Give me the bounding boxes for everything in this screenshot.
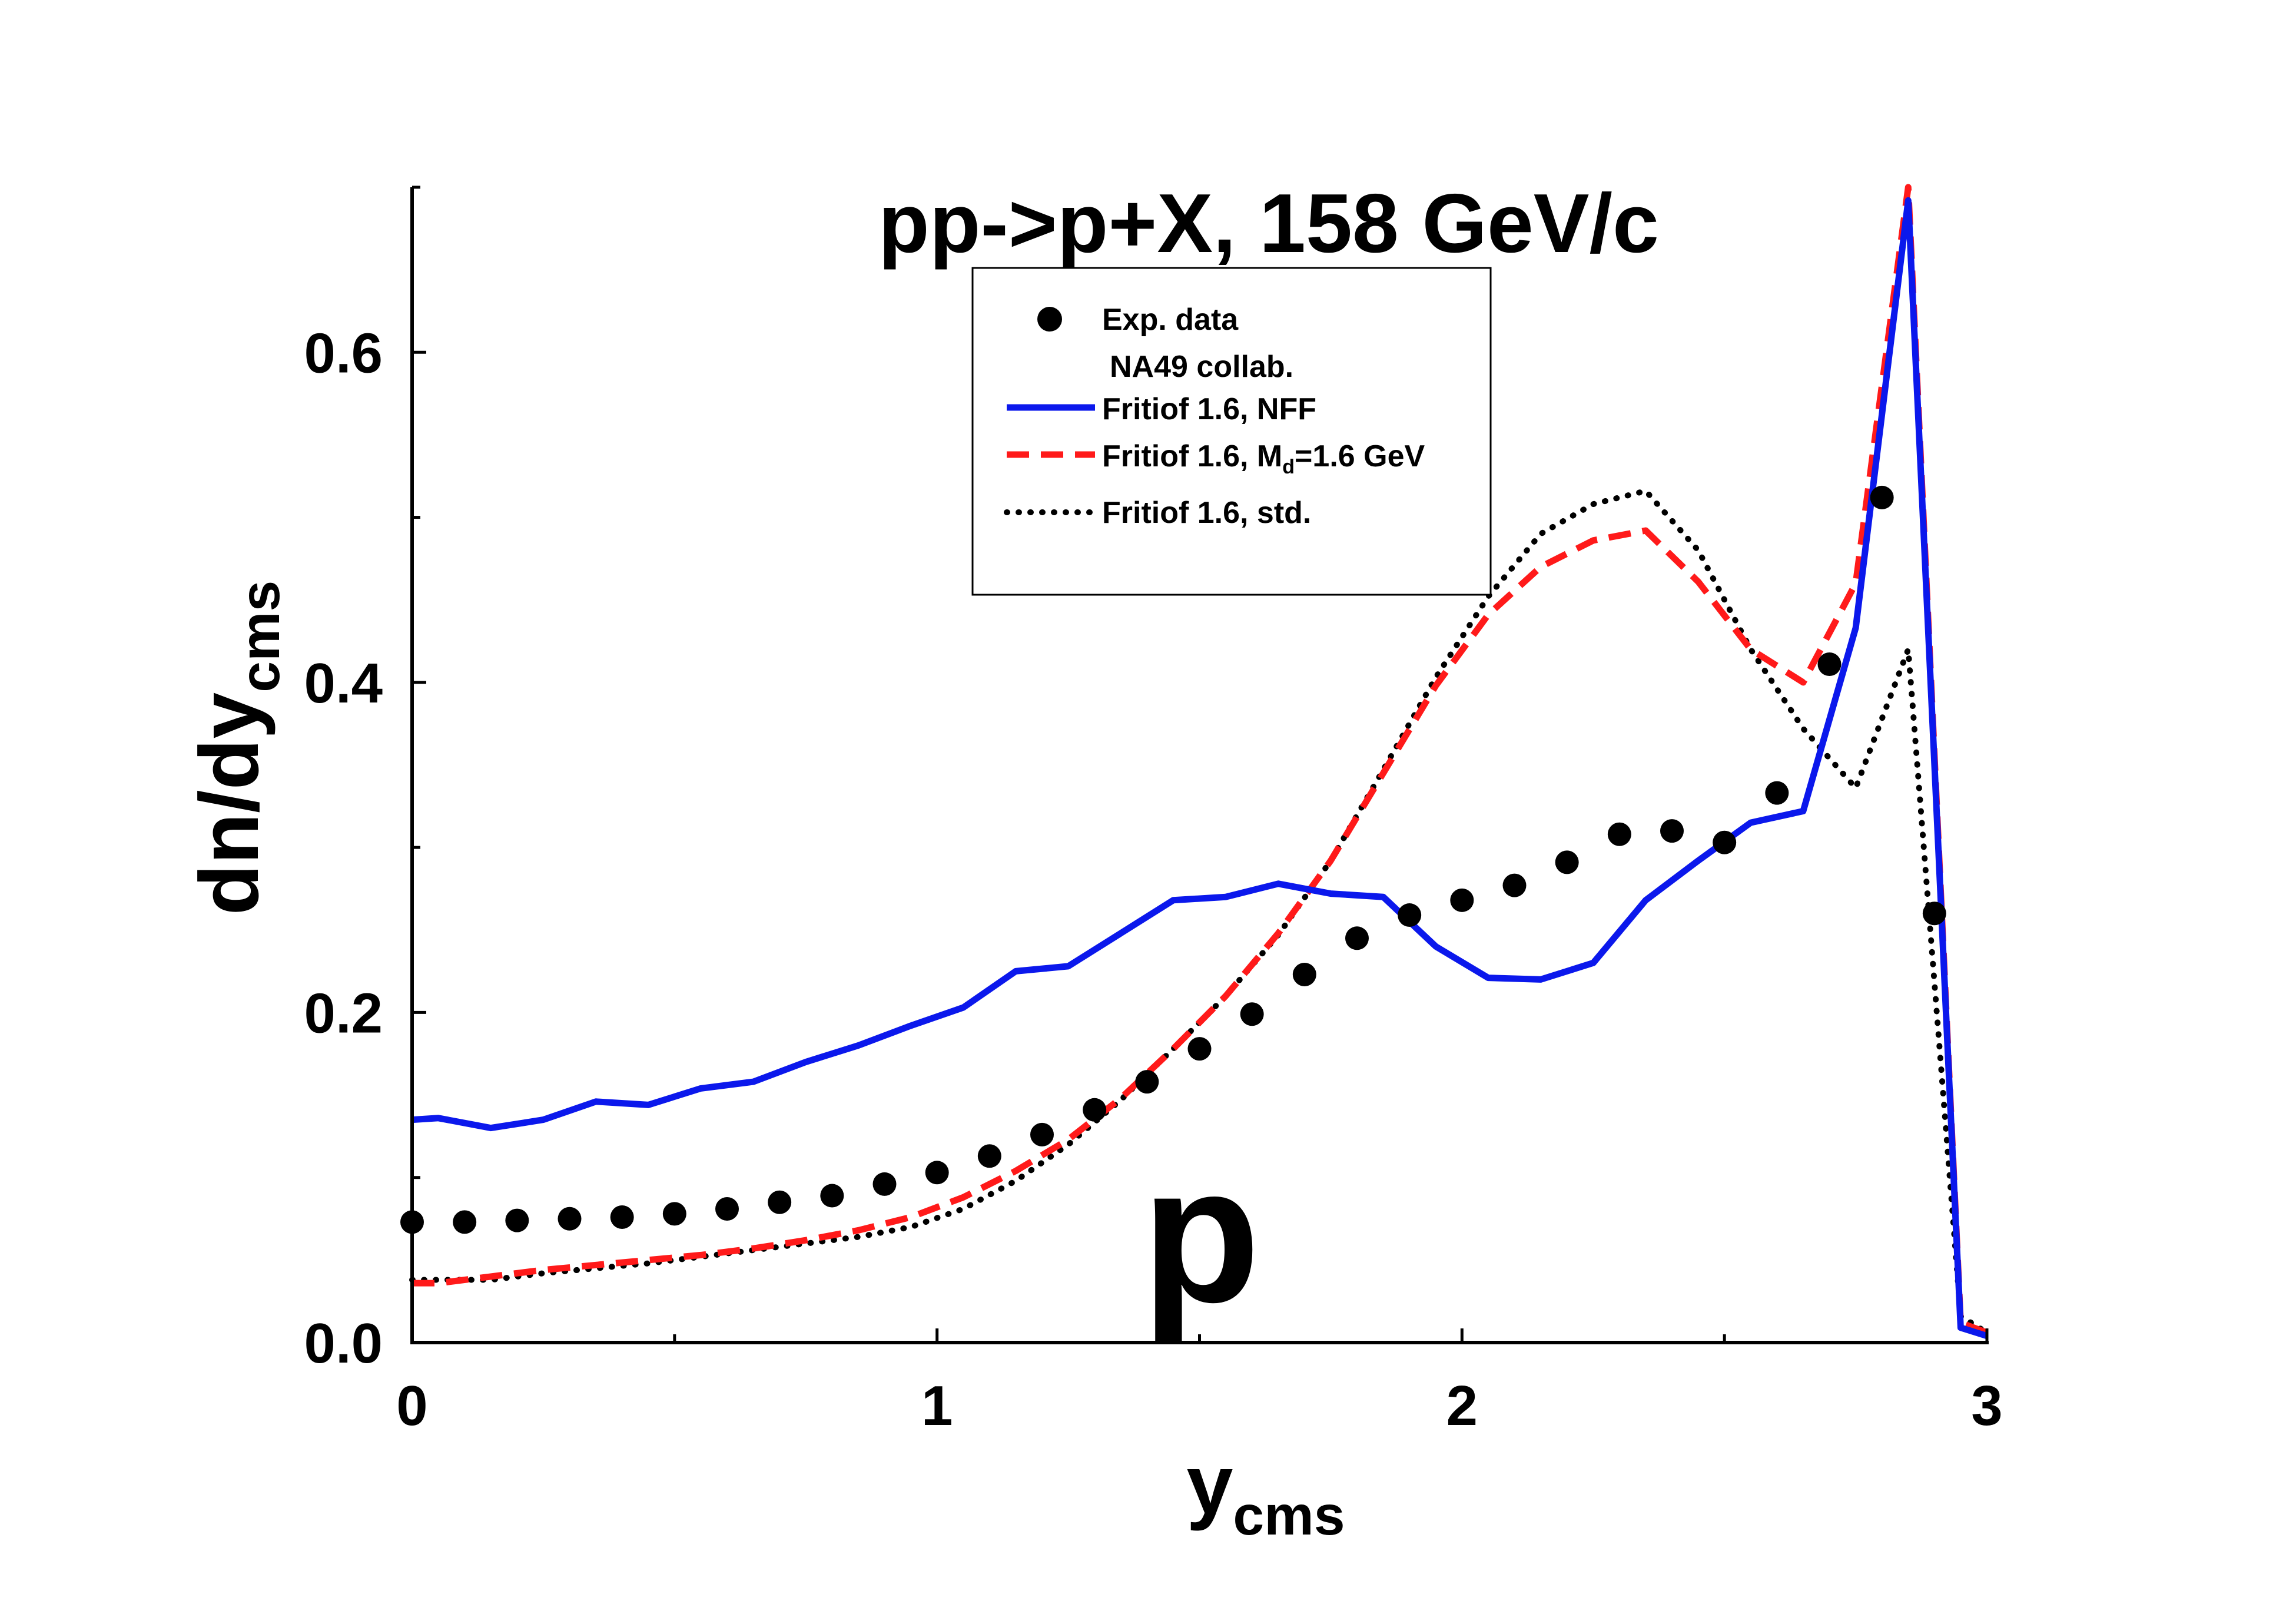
data-point [1030, 1122, 1054, 1146]
data-point [610, 1205, 634, 1229]
x-axis-title-main: y [1186, 1438, 1233, 1532]
svg-text:ycms: ycms [1186, 1438, 1345, 1547]
legend-label-exp-data: Exp. data [1102, 303, 1239, 337]
y-axis-title-sub: cms [229, 581, 291, 692]
data-point [715, 1197, 739, 1221]
legend-label-md-sub: d [1282, 456, 1295, 478]
data-point [1922, 902, 1946, 926]
axes-layer: 0 1 2 3 0.0 0.2 0.4 0.6 [304, 185, 2003, 1437]
x-tick-label: 0 [396, 1374, 427, 1437]
series-layer [400, 184, 1990, 1340]
data-point [1502, 873, 1527, 897]
data-point [1240, 1002, 1264, 1026]
data-point [505, 1208, 529, 1232]
data-point [977, 1144, 1001, 1168]
data-point [1345, 926, 1369, 950]
data-point [1870, 485, 1894, 509]
series-exp-data [400, 485, 1946, 1234]
y-axis-title-main: dn/dy [183, 692, 276, 916]
data-point [820, 1184, 844, 1208]
data-point [1135, 1070, 1159, 1094]
data-point [662, 1202, 686, 1226]
x-tick-label: 2 [1446, 1374, 1478, 1437]
legend-label-md-rest: =1.6 GeV [1295, 439, 1425, 473]
data-point [872, 1172, 897, 1196]
ticks-layer: 0 1 2 3 0.0 0.2 0.4 0.6 [304, 185, 2003, 1437]
data-point [1765, 781, 1789, 805]
data-point [1083, 1098, 1107, 1122]
series-line-fritiof-1-6-md-1-6-gev [412, 184, 1988, 1336]
x-axis-title-sub: cms [1233, 1484, 1345, 1547]
x-tick-label: 3 [1971, 1374, 2002, 1437]
y-tick-label: 0.0 [304, 1312, 383, 1375]
y-axis-title: dn/dycms [183, 581, 291, 916]
x-tick-label: 1 [921, 1374, 953, 1437]
legend-label-std: Fritiof 1.6, std. [1102, 496, 1311, 530]
data-point [1817, 652, 1842, 677]
x-axis-title: ycms [1186, 1438, 1345, 1547]
data-point [453, 1210, 477, 1234]
svg-text:dn/dycms: dn/dycms [183, 581, 291, 916]
legend-label-nff: Fritiof 1.6, NFF [1102, 392, 1316, 426]
data-point [1398, 903, 1422, 927]
panel-label: p [1142, 1125, 1260, 1344]
data-point [1555, 850, 1579, 874]
data-point [1713, 830, 1737, 854]
data-point [558, 1207, 582, 1231]
data-point [1607, 822, 1631, 846]
legend-label-md: Fritiof 1.6, Md=1.6 GeV [1102, 439, 1425, 478]
legend-marker-exp-data [1037, 307, 1062, 332]
legend-note-na49: NA49 collab. [1110, 350, 1293, 384]
y-tick-label: 0.2 [304, 982, 383, 1045]
data-point [1450, 888, 1474, 912]
chart-title: pp->p+X, 158 GeV/c [878, 177, 1659, 270]
y-tick-label: 0.4 [304, 652, 383, 715]
data-point [1292, 962, 1316, 986]
data-point [1660, 819, 1684, 843]
legend: Exp. data NA49 collab. Fritiof 1.6, NFF … [971, 267, 1492, 596]
y-tick-label: 0.6 [304, 322, 383, 385]
data-point [1187, 1037, 1212, 1061]
legend-label-md-main: Fritiof 1.6, M [1102, 439, 1282, 473]
data-point [925, 1161, 949, 1185]
data-point [768, 1190, 792, 1214]
series-line-fritiof-1-6-nff [412, 197, 1988, 1340]
